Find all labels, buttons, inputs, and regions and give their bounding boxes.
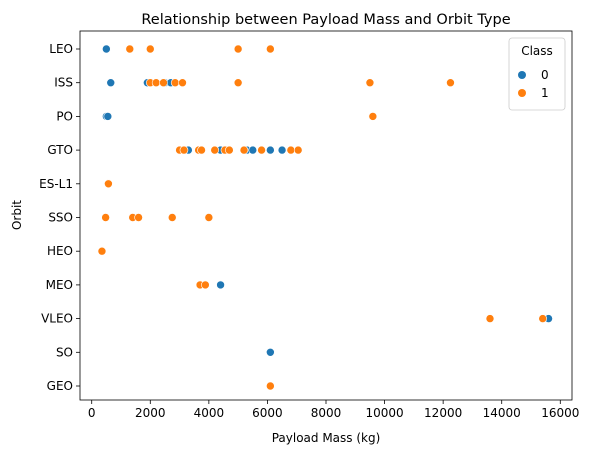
data-point-class-1 [101, 213, 110, 222]
data-point-class-1 [178, 78, 187, 87]
legend-label-0: 0 [541, 68, 549, 82]
y-tick-label: HEO [47, 244, 73, 258]
y-tick-label: MEO [46, 278, 73, 292]
data-point-class-1 [266, 381, 275, 391]
x-tick-label: 6000 [252, 406, 283, 420]
legend-title: Class [521, 44, 553, 58]
data-point-class-1 [239, 145, 249, 155]
data-point-class-1 [293, 145, 303, 155]
y-tick-label: PO [56, 109, 73, 123]
x-tick-label: 12000 [424, 406, 462, 420]
data-point-class-0 [106, 78, 116, 87]
y-tick-label: SO [56, 345, 73, 359]
y-tick-label: LEO [49, 42, 73, 56]
data-point-class-1 [204, 213, 214, 222]
y-axis-label: Orbit [10, 200, 24, 230]
data-point-class-1 [266, 44, 275, 54]
data-point-class-1 [538, 314, 548, 323]
data-point-class-1 [446, 78, 455, 87]
data-point-class-0 [266, 145, 275, 155]
y-axis: LEO ISS PO GTO ES-L1 SSO HEO MEO VLEO SO GEO [39, 42, 80, 393]
data-point-class-1 [151, 78, 161, 87]
x-tick-label: 0 [88, 406, 96, 420]
data-point-class-1 [145, 44, 155, 54]
points-layer [97, 44, 553, 391]
x-tick-label: 2000 [135, 406, 166, 420]
data-point-class-1 [368, 112, 378, 121]
y-tick-label: SSO [48, 211, 73, 225]
legend: Class 0 1 [508, 37, 566, 111]
data-point-class-1 [179, 145, 189, 155]
data-point-class-1 [159, 78, 168, 87]
x-tick-label: 8000 [311, 406, 342, 420]
data-point-class-1 [201, 280, 210, 290]
data-point-class-1 [170, 78, 180, 87]
data-point-class-1 [97, 246, 107, 256]
x-tick-label: 14000 [483, 406, 521, 420]
data-point-class-1 [225, 145, 234, 155]
plot-area [80, 31, 572, 400]
x-axis-label: Payload Mass (kg) [272, 431, 381, 445]
data-point-class-1 [257, 145, 266, 155]
data-point-class-0 [216, 280, 225, 290]
data-point-class-0 [102, 44, 111, 54]
data-point-class-0 [103, 112, 113, 121]
x-tick-label: 16000 [541, 406, 579, 420]
data-point-class-1 [125, 44, 135, 54]
x-tick-label: 10000 [365, 406, 403, 420]
data-point-class-1 [485, 314, 495, 323]
data-point-class-1 [134, 213, 143, 222]
data-point-class-0 [248, 145, 258, 155]
data-point-class-1 [233, 44, 243, 54]
data-point-class-0 [266, 347, 275, 357]
data-point-class-1 [197, 145, 206, 155]
data-point-class-1 [365, 78, 375, 87]
legend-marker-1 [518, 89, 526, 97]
chart-title: Relationship between Payload Mass and Or… [141, 12, 510, 28]
data-point-class-1 [210, 145, 220, 155]
data-point-class-0 [277, 145, 287, 155]
legend-marker-0 [518, 71, 526, 79]
y-tick-label: VLEO [41, 312, 73, 326]
data-point-class-1 [104, 179, 113, 189]
data-point-class-1 [286, 145, 296, 155]
y-tick-label: ES-L1 [39, 177, 73, 191]
y-tick-label: GEO [47, 379, 73, 393]
x-tick-label: 4000 [194, 406, 225, 420]
x-axis: 0 2000 4000 6000 8000 10000 12000 14000 16000 [88, 400, 579, 420]
y-tick-label: GTO [47, 143, 73, 157]
data-point-class-1 [167, 213, 177, 222]
y-tick-label: ISS [54, 76, 73, 90]
legend-label-1: 1 [541, 86, 549, 100]
data-point-class-1 [233, 78, 243, 87]
